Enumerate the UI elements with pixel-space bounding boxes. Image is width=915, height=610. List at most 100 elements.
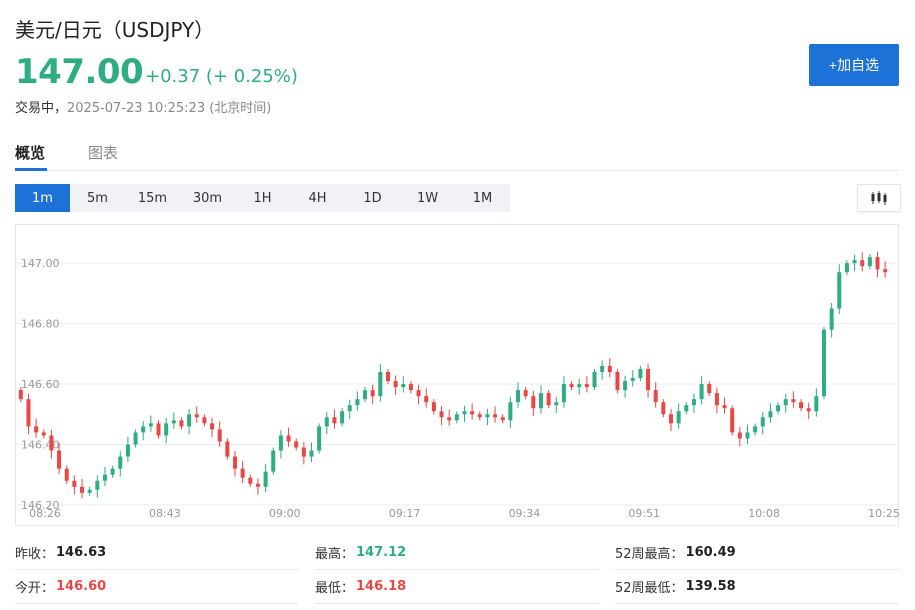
candle-body	[776, 405, 781, 412]
candle-body	[783, 399, 788, 406]
candle-body	[462, 411, 467, 415]
chart-type-button[interactable]	[857, 184, 901, 212]
period-1mo[interactable]: 1M	[472, 190, 493, 206]
period-1d[interactable]: 1D	[363, 190, 382, 206]
candle-body	[508, 402, 513, 421]
candle-body	[538, 393, 543, 409]
candle-body	[148, 423, 153, 427]
candle-body	[531, 396, 536, 409]
candle-body	[867, 257, 872, 267]
candle-body	[730, 408, 735, 433]
candle-body	[202, 417, 207, 424]
candle-body	[49, 435, 54, 451]
candle-body	[737, 432, 742, 439]
period-1m[interactable]: 1m	[15, 184, 70, 212]
candle-body	[814, 396, 819, 412]
candle-body	[821, 329, 826, 397]
candle-body	[623, 381, 628, 391]
add-watchlist-button[interactable]: +加自选	[809, 44, 899, 86]
candle-body	[57, 450, 62, 469]
trading-status: 交易中，2025-07-23 10:25:23 (北京时间)	[15, 97, 271, 116]
candle-body	[753, 426, 758, 433]
candle-body	[844, 263, 849, 273]
candle-body	[401, 384, 406, 388]
x-tick-label: 09:51	[628, 507, 660, 520]
candle-body	[837, 272, 842, 309]
candle-body	[164, 423, 169, 436]
y-tick-label: 146.80	[21, 318, 60, 331]
candle-body	[416, 390, 421, 397]
active-tab-indicator	[15, 168, 47, 171]
tab-chart[interactable]: 图表	[88, 144, 119, 162]
candle-body	[470, 411, 475, 415]
candle-body	[691, 399, 696, 406]
candle-body	[179, 420, 184, 427]
candle-body	[554, 402, 559, 406]
candle-body	[684, 405, 689, 412]
candle-body	[363, 390, 368, 400]
candle-body	[592, 371, 597, 388]
candle-body	[561, 384, 566, 403]
candle-body	[653, 390, 658, 403]
candle-body	[271, 450, 276, 472]
candle-body	[699, 384, 704, 400]
period-4h[interactable]: 4H	[308, 190, 327, 206]
candle-body	[340, 411, 345, 424]
candle-body	[523, 390, 528, 397]
candle-body	[309, 450, 314, 457]
x-tick-label: 08:43	[149, 507, 181, 520]
period-5m[interactable]: 5m	[87, 190, 108, 206]
candle-body	[615, 371, 620, 391]
candle-body	[393, 381, 398, 388]
period-selector: 1m 5m 15m 30m 1H 4H 1D 1W 1M	[15, 184, 510, 212]
candle-body	[630, 378, 635, 382]
stat-52w-low: 52周最低： 139.58	[615, 570, 899, 604]
candle-body	[255, 483, 260, 487]
period-1w[interactable]: 1W	[416, 190, 439, 206]
candle-body	[263, 471, 268, 487]
x-tick-label: 09:00	[269, 507, 301, 520]
candle-body	[500, 417, 505, 421]
candle-body	[194, 414, 199, 418]
x-tick-label: 10:25	[868, 507, 899, 520]
candle-body	[584, 384, 589, 388]
candle-body	[95, 480, 100, 490]
candle-body	[347, 405, 352, 412]
tab-bar: 概览 图表	[15, 130, 899, 171]
price-change: +0.37 (+ 0.25%)	[145, 66, 298, 87]
candle-body	[80, 486, 85, 493]
candle-body	[707, 384, 712, 394]
candle-body	[485, 414, 490, 418]
candle-body	[646, 368, 651, 391]
candle-body	[477, 414, 482, 418]
candle-body	[676, 411, 681, 424]
candle-body	[408, 384, 413, 391]
candle-body	[791, 399, 796, 403]
candle-body	[332, 417, 337, 424]
candle-body	[745, 432, 750, 439]
page-title: 美元/日元（USDJPY）	[15, 18, 215, 42]
candle-body	[454, 414, 459, 421]
period-30m[interactable]: 30m	[192, 190, 223, 206]
candle-body	[41, 432, 46, 436]
candle-body	[714, 393, 719, 406]
period-1h[interactable]: 1H	[253, 190, 272, 206]
candle-body	[661, 402, 666, 415]
candle-body	[370, 390, 375, 397]
candle-body	[240, 468, 245, 478]
stat-low: 最低： 146.18	[315, 570, 599, 604]
candle-body	[18, 390, 23, 400]
candle-body	[26, 399, 31, 427]
candle-body	[141, 426, 146, 433]
y-tick-label: 146.40	[21, 438, 60, 451]
candle-body	[248, 477, 253, 484]
candle-body	[233, 456, 237, 469]
stat-high: 最高： 147.12	[315, 536, 599, 570]
candle-body	[607, 365, 612, 372]
candle-body	[225, 441, 230, 457]
period-15m[interactable]: 15m	[137, 190, 168, 206]
candle-body	[118, 456, 123, 469]
tab-overview[interactable]: 概览	[15, 144, 46, 162]
y-tick-label: 146.20	[21, 499, 60, 512]
